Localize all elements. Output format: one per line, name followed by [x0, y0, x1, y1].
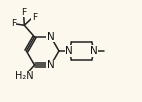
Text: F: F	[11, 19, 16, 28]
Text: H₂N: H₂N	[15, 71, 34, 81]
Text: N: N	[47, 60, 55, 70]
Text: N: N	[47, 32, 55, 42]
Text: N: N	[65, 46, 73, 56]
Text: F: F	[32, 13, 37, 22]
Text: N: N	[90, 46, 98, 56]
Text: F: F	[21, 8, 26, 17]
